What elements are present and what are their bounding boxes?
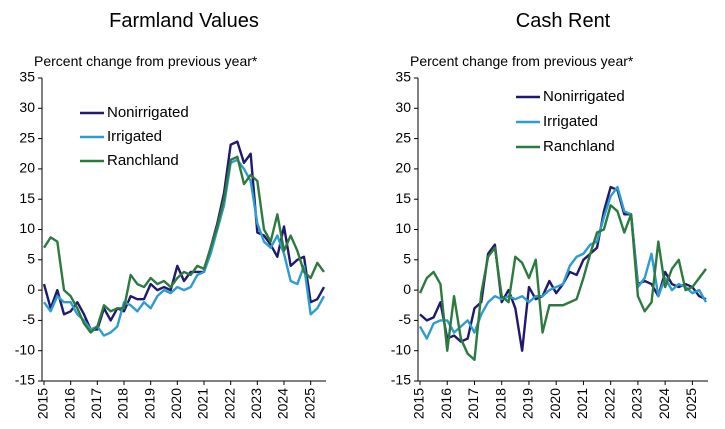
axis-subtitle: Percent change from previous year* [410, 53, 634, 69]
y-tick-label: 5 [403, 251, 411, 267]
x-tick-label: 2015 [411, 388, 427, 419]
y-tick-label: -5 [23, 311, 36, 327]
x-tick-label: 2024 [656, 388, 672, 419]
y-tick-label: 25 [395, 129, 411, 145]
x-tick-label: 2017 [465, 388, 481, 419]
y-tick-label: -15 [391, 372, 411, 388]
x-tick-label: 2016 [438, 388, 454, 419]
x-tick-label: 2020 [547, 388, 563, 419]
legend-label: Irrigated [107, 128, 162, 145]
x-tick-label: 2020 [168, 388, 184, 419]
x-tick-label: 2022 [221, 388, 237, 419]
series-line [43, 158, 326, 337]
x-tick-label: 2023 [248, 388, 264, 419]
chart-panel: Farmland Values Percent change from previ… [15, 10, 326, 419]
y-tick-label: 15 [19, 190, 35, 206]
x-tick-label: 2015 [35, 388, 51, 419]
x-tick-label: 2024 [275, 388, 291, 419]
x-tick-label: 2021 [574, 388, 590, 419]
y-tick-label: -10 [15, 341, 35, 357]
legend-label: Ranchland [107, 152, 179, 169]
y-tick-label: -10 [391, 341, 411, 357]
y-tick-label: 10 [395, 220, 411, 236]
x-tick-label: 2019 [141, 388, 157, 419]
chart-title: Farmland Values [109, 10, 259, 32]
y-tick-label: -5 [399, 311, 412, 327]
y-tick-label: 20 [19, 160, 35, 176]
y-tick-label: 0 [27, 281, 35, 297]
chart-title: Cash Rent [516, 10, 611, 32]
y-tick-label: 10 [19, 220, 35, 236]
x-tick-label: 2025 [683, 388, 699, 419]
chart-panel: Cash Rent Percent change from previous ye… [391, 10, 708, 419]
y-tick-label: 15 [395, 190, 411, 206]
x-tick-label: 2023 [629, 388, 645, 419]
y-tick-label: 30 [395, 99, 411, 115]
x-tick-label: 2022 [601, 388, 617, 419]
axis-subtitle: Percent change from previous year* [34, 53, 258, 69]
legend-label: Irrigated [543, 113, 598, 130]
legend-label: Ranchland [543, 138, 615, 155]
y-tick-label: 5 [27, 251, 35, 267]
x-tick-label: 2016 [61, 388, 77, 419]
y-tick-label: -15 [15, 372, 35, 388]
series-line [418, 185, 708, 340]
y-tick-label: 25 [19, 129, 35, 145]
x-tick-label: 2025 [301, 388, 317, 419]
y-tick-label: 0 [403, 281, 411, 297]
legend-label: Nonirrigated [543, 88, 625, 105]
y-tick-label: 35 [395, 69, 411, 85]
x-tick-label: 2019 [520, 388, 536, 419]
y-tick-label: 35 [19, 69, 35, 85]
x-tick-label: 2018 [492, 388, 508, 419]
y-tick-label: 30 [19, 99, 35, 115]
x-tick-label: 2018 [115, 388, 131, 419]
x-tick-label: 2021 [195, 388, 211, 419]
legend-label: Nonirrigated [107, 104, 189, 121]
y-tick-label: 20 [395, 160, 411, 176]
x-tick-label: 2017 [88, 388, 104, 419]
series-line [42, 155, 325, 334]
series-line [418, 204, 707, 361]
